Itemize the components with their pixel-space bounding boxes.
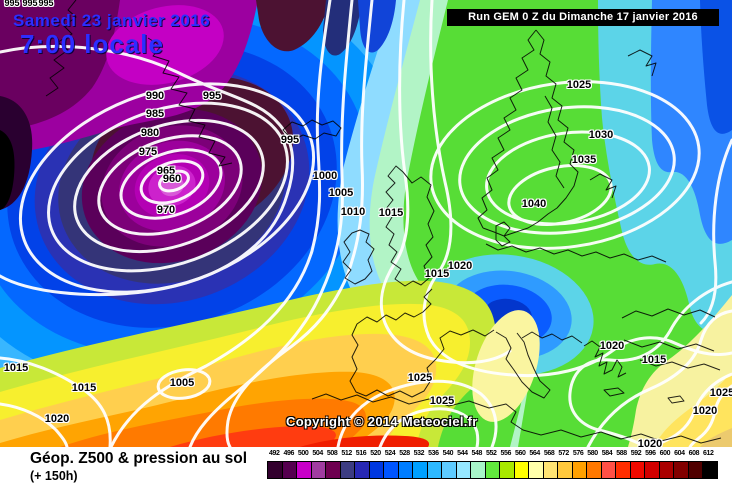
- legend-color-cell: [674, 462, 689, 478]
- legend-colors: [267, 461, 718, 479]
- legend-color-cell: [703, 462, 717, 478]
- legend-color-cell: [268, 462, 283, 478]
- legend-value: 564: [529, 450, 540, 457]
- legend-value: 500: [297, 450, 309, 457]
- legend-value: 524: [384, 450, 396, 457]
- forecast-hour-label: (+ 150h): [30, 469, 78, 483]
- legend-value: 560: [514, 450, 526, 457]
- chart-title: Géop. Z500 & pression au sol: [30, 450, 248, 467]
- model-run-label: Run GEM 0 Z du Dimanche 17 janvier 2016: [447, 9, 719, 26]
- legend-color-cell: [601, 462, 617, 478]
- legend-color-cell: [456, 462, 472, 478]
- legend-value: 536: [428, 450, 439, 457]
- legend-value: 496: [283, 450, 294, 457]
- legend-value: 540: [442, 450, 454, 457]
- legend-value: 492: [268, 450, 280, 457]
- legend-color-cell: [340, 462, 356, 478]
- legend-color-cell: [630, 462, 646, 478]
- legend-color-cell: [558, 462, 573, 478]
- legend-value: 604: [674, 450, 685, 457]
- legend-color-cell: [369, 462, 385, 478]
- legend-value: 520: [370, 450, 381, 457]
- legend-color-cell: [543, 462, 559, 478]
- legend-value: 512: [341, 450, 352, 457]
- legend-value: 608: [688, 450, 700, 457]
- legend-color-cell: [645, 462, 660, 478]
- legend-color-cell: [616, 462, 631, 478]
- legend-color-cell: [572, 462, 588, 478]
- legend-value: 612: [703, 450, 714, 457]
- date-block: Samedi 23 janvier 2016 7:00 locale: [13, 11, 211, 60]
- legend-color-cell: [282, 462, 298, 478]
- legend-color-cell: [326, 462, 341, 478]
- legend-value: 552: [486, 450, 497, 457]
- legend-value: 568: [543, 450, 555, 457]
- legend-color-cell: [297, 462, 312, 478]
- legend-color-cell: [384, 462, 399, 478]
- valid-time-label: 7:00 locale: [20, 29, 164, 60]
- legend-color-cell: [398, 462, 414, 478]
- legend-value: 600: [659, 450, 671, 457]
- color-scale-legend: 492 496 500 504 508 512 516 520 524 528 532 536 540 5…: [267, 450, 718, 479]
- legend-color-cell: [529, 462, 544, 478]
- valid-date-label: Samedi 23 janvier 2016: [13, 11, 211, 30]
- legend-value: 584: [601, 450, 613, 457]
- legend-values: 492 496 500 504 508 512 516 520 524 528 532 536 540 5…: [267, 450, 718, 459]
- legend-value: 544: [457, 450, 468, 457]
- legend-value: 548: [471, 450, 483, 457]
- legend-color-cell: [485, 462, 501, 478]
- legend-color-cell: [471, 462, 486, 478]
- legend-value: 580: [587, 450, 598, 457]
- contour-field: [0, 0, 732, 447]
- legend-value: 532: [413, 450, 425, 457]
- legend-value: 572: [558, 450, 569, 457]
- legend-color-cell: [355, 462, 370, 478]
- legend-value: 592: [630, 450, 642, 457]
- legend-color-cell: [427, 462, 443, 478]
- map-canvas: 995 995 995 990 995 985 980 975 965 960 970 995 1000…: [0, 0, 732, 447]
- legend-color-cell: [442, 462, 457, 478]
- legend-value: 528: [399, 450, 410, 457]
- legend-color-cell: [587, 462, 602, 478]
- legend-value: 504: [312, 450, 323, 457]
- legend-color-cell: [311, 462, 327, 478]
- legend-color-cell: [659, 462, 675, 478]
- legend-value: 508: [326, 450, 338, 457]
- legend-value: 516: [355, 450, 367, 457]
- legend-value: 576: [572, 450, 584, 457]
- legend-color-cell: [500, 462, 515, 478]
- legend-color-cell: [514, 462, 530, 478]
- copyright-label: Copyright © 2014 Meteociel.fr: [286, 414, 478, 429]
- legend-value: 588: [616, 450, 627, 457]
- legend-color-cell: [688, 462, 704, 478]
- legend-value: 556: [500, 450, 511, 457]
- footer-band: Géop. Z500 & pression au sol (+ 150h) 49…: [0, 447, 732, 488]
- legend-color-cell: [413, 462, 428, 478]
- coastlines: [45, 0, 722, 444]
- legend-value: 596: [645, 450, 656, 457]
